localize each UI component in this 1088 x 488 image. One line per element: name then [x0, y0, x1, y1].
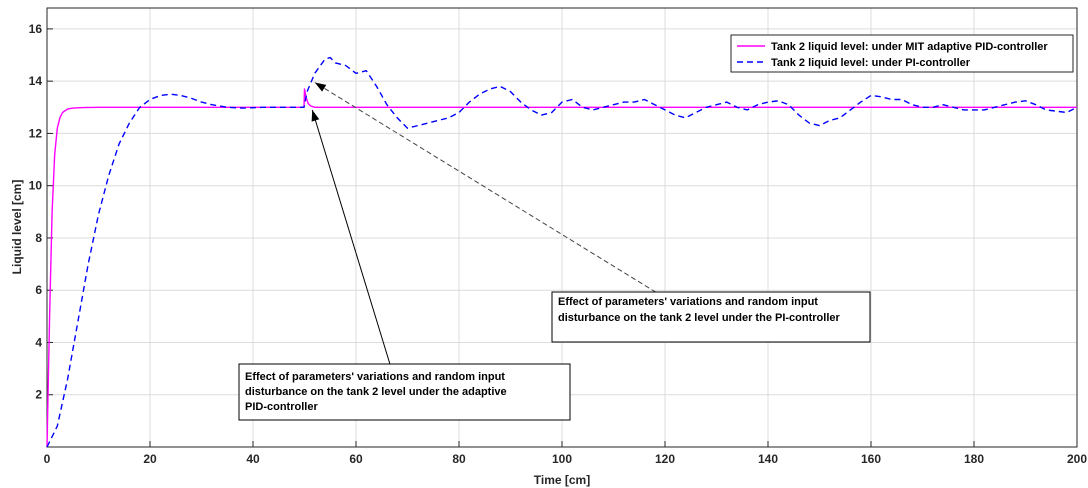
- y-tick-label: 16: [29, 22, 43, 36]
- annotation-arrow-line-1: [314, 82, 704, 322]
- x-tick-label: 20: [143, 452, 157, 466]
- x-tick-label: 60: [349, 452, 363, 466]
- x-tick-label: 0: [44, 452, 51, 466]
- x-tick-label: 120: [655, 452, 675, 466]
- annotation-arrowhead-1: [314, 82, 327, 92]
- x-axis: 0 20 40 60 80 100 120 140 160 180 200: [44, 441, 1087, 466]
- x-axis-title: Time [cm]: [534, 473, 590, 487]
- x-tick-label: 180: [964, 452, 984, 466]
- series-line-1: [46, 88, 1077, 448]
- y-tick-label: 14: [29, 74, 43, 88]
- x-tick-label: 140: [758, 452, 778, 466]
- x-tick-label: 40: [246, 452, 260, 466]
- annotation-text-line: disturbance on the tank 2 level under th…: [245, 386, 507, 398]
- annotation-box-2: [238, 363, 571, 421]
- annotations: Effect of parameters' variations and ran…: [238, 82, 871, 421]
- legend-label-2: Tank 2 liquid level: under PI-controller: [771, 57, 971, 69]
- y-axis-title: Liquid level [cm]: [10, 180, 24, 275]
- series-group: [46, 56, 1078, 448]
- x-tick-label: 80: [452, 452, 466, 466]
- annotation-text-line: PID-controller: [245, 401, 318, 413]
- series-line-2: [46, 56, 1078, 448]
- annotation-box-1: [551, 291, 871, 343]
- annotation-text-line: Effect of parameters' variations and ran…: [558, 296, 818, 308]
- x-tick-label: 200: [1067, 452, 1087, 466]
- x-tick-label: 160: [861, 452, 881, 466]
- annotation-text-line: Effect of parameters' variations and ran…: [245, 371, 505, 383]
- annotation-arrowhead-2: [311, 109, 320, 122]
- y-tick-label: 8: [35, 231, 42, 245]
- y-tick-label: 12: [29, 126, 43, 140]
- annotation-arrow-line-2: [311, 109, 406, 414]
- y-axis: 2 4 6 8 10 12 14 16: [29, 22, 53, 402]
- y-tick-label: 6: [35, 283, 42, 297]
- y-tick-label: 4: [35, 335, 42, 349]
- y-tick-label: 2: [35, 388, 42, 402]
- legend-box: [730, 34, 1074, 73]
- legend: Tank 2 liquid level: under MIT adaptive …: [730, 34, 1074, 73]
- x-tick-label: 100: [552, 452, 572, 466]
- annotation-text-line: disturbance on the tank 2 level under th…: [558, 312, 840, 324]
- y-tick-label: 10: [29, 179, 43, 193]
- legend-label-1: Tank 2 liquid level: under MIT adaptive …: [771, 41, 1048, 53]
